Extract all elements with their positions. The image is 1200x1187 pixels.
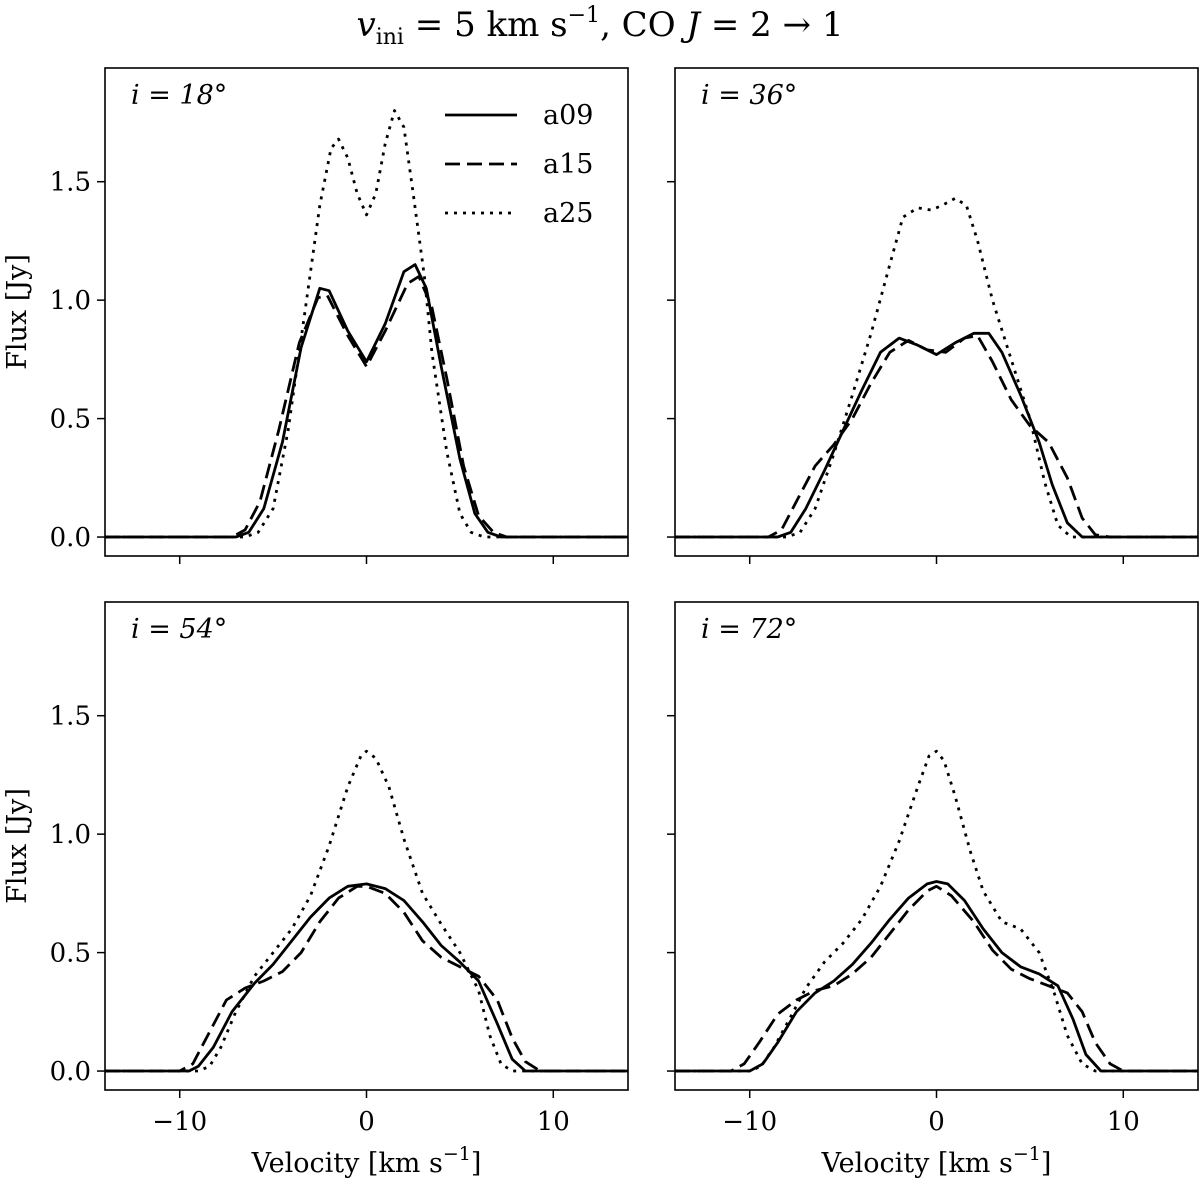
- legend-label-a25: a25: [543, 198, 593, 229]
- y-axis-label: Flux [Jy]: [2, 788, 33, 904]
- x-axis-label: Velocity [km s−1]: [251, 1143, 482, 1179]
- panel-inclination-label: i = 18°: [131, 80, 227, 111]
- x-axis-label: Velocity [km s−1]: [821, 1143, 1052, 1179]
- series-line-a15: [675, 884, 1198, 1073]
- plot-frame: [674, 601, 1199, 1091]
- x-tick-label: 10: [537, 1107, 570, 1137]
- x-tick-label: 10: [1107, 1107, 1140, 1137]
- y-tick-label: 0.0: [50, 523, 91, 553]
- y-tick-label: 0.0: [50, 1057, 91, 1087]
- series-line-a09: [105, 882, 628, 1073]
- x-tick-label: 0: [358, 1107, 375, 1137]
- series-line-a25: [675, 749, 1198, 1073]
- series-group: [105, 749, 628, 1073]
- panel-inclination-label: i = 54°: [131, 614, 227, 645]
- x-tick-label: −10: [152, 1107, 207, 1137]
- series-group: [675, 749, 1198, 1073]
- series-line-a09: [105, 263, 628, 539]
- series-line-a15: [105, 275, 628, 539]
- x-tick-label: −10: [722, 1107, 777, 1137]
- plot-frame: [674, 67, 1199, 557]
- x-axis-label-sup: −1: [1013, 1143, 1041, 1165]
- panel-4: −10 0 10 Velocity [km s−1] i = 72°: [667, 601, 1199, 1179]
- series-line-a15: [105, 884, 628, 1073]
- chart-title: vini = 5 km s−1, CO J = 2 → 1: [357, 3, 844, 50]
- x-tick-label: 0: [928, 1107, 945, 1137]
- y-tick-label: 0.5: [50, 939, 91, 969]
- y-tick-label: 1.0: [50, 820, 91, 850]
- panels-layer: 0.0 0.5 1.0 1.5 Flux [Jy] i = 18° a09 a15 a25 i =…: [2, 67, 1199, 1179]
- x-axis-label-main: Velocity [km s: [821, 1148, 1013, 1179]
- x-axis-label-main: Velocity [km s: [251, 1148, 443, 1179]
- y-tick-label: 1.5: [50, 168, 91, 198]
- plot-frame: [104, 67, 629, 557]
- y-tick-label: 1.5: [50, 702, 91, 732]
- series-group: [105, 109, 628, 539]
- legend-label-a09: a09: [543, 100, 593, 131]
- panel-3: −10 0 10 0.0 0.5 1.0 1.5 Flux [Jy] Velocity [km …: [2, 601, 629, 1179]
- panel-inclination-label: i = 72°: [701, 614, 797, 645]
- series-line-a25: [105, 749, 628, 1073]
- legend: a09 a15 a25: [445, 100, 593, 229]
- plot-frame: [104, 601, 629, 1091]
- legend-label-a15: a15: [543, 149, 593, 180]
- y-axis-label: Flux [Jy]: [2, 254, 33, 370]
- y-tick-label: 1.0: [50, 286, 91, 316]
- series-group: [675, 196, 1198, 539]
- y-tick-label: 0.5: [50, 405, 91, 435]
- series-line-a09: [675, 331, 1198, 539]
- panel-2: i = 36°: [667, 67, 1199, 564]
- x-axis-label-close: ]: [1041, 1148, 1052, 1179]
- series-line-a25: [675, 196, 1198, 539]
- x-axis-label-sup: −1: [443, 1143, 471, 1165]
- panel-inclination-label: i = 36°: [701, 80, 797, 111]
- x-axis-label-close: ]: [471, 1148, 482, 1179]
- series-line-a15: [675, 334, 1198, 539]
- panel-1: 0.0 0.5 1.0 1.5 Flux [Jy] i = 18° a09 a15 a25: [2, 67, 629, 564]
- series-line-a09: [675, 880, 1198, 1073]
